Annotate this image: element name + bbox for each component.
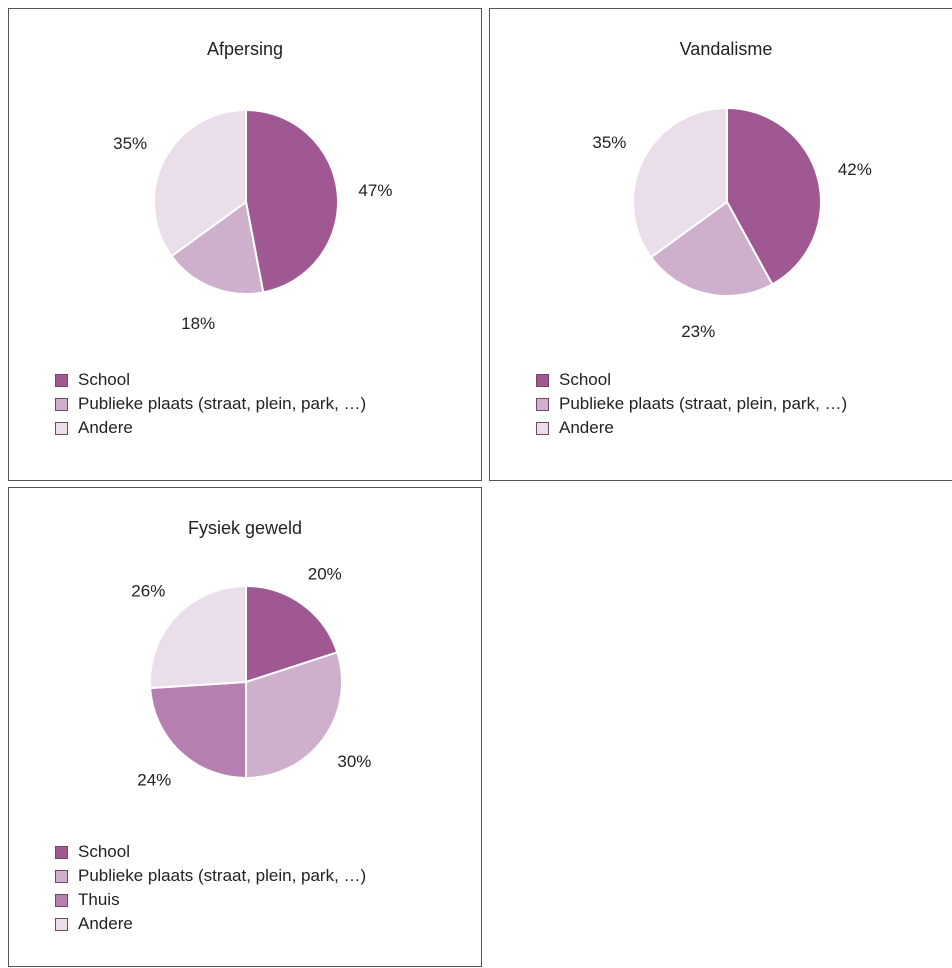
legend-item-school: School bbox=[55, 368, 366, 392]
legend-item-andere: Andere bbox=[536, 416, 847, 440]
data-label-publieke-plaats-straat-plein-park: 23% bbox=[681, 322, 715, 341]
legend-label: School bbox=[559, 370, 611, 389]
chart-panel-afpersing: Afpersing 47% 18% 35% School Publieke plaa… bbox=[8, 8, 482, 481]
legend-swatch bbox=[55, 869, 68, 883]
pie-chart-afpersing: 47% 18% 35% bbox=[113, 108, 392, 333]
legend-swatch bbox=[536, 421, 549, 435]
data-label-andere: 35% bbox=[113, 134, 147, 153]
data-label-school: 47% bbox=[358, 181, 392, 200]
chart-title: Fysiek geweld bbox=[187, 518, 303, 538]
legend-label: Publieke plaats (straat, plein, park, …) bbox=[78, 394, 367, 413]
legend-swatch bbox=[55, 893, 68, 907]
pie-slice-publieke-plaats-straat-plein-park bbox=[170, 200, 265, 295]
data-label-school: 20% bbox=[308, 565, 342, 584]
legend-item-andere: Andere bbox=[55, 416, 366, 440]
pie-slice-school bbox=[245, 584, 339, 684]
data-label-andere: 35% bbox=[592, 133, 626, 152]
legend-item-publieke-plaats: Publieke plaats (straat, plein, park, …) bbox=[55, 392, 366, 416]
pie-chart-vandalisme: 42% 23% 35% bbox=[592, 106, 872, 341]
data-label-publieke-plaats-straat-plein-park: 30% bbox=[337, 752, 371, 771]
pie-slice-school bbox=[726, 106, 822, 286]
chart-panel-vandalisme: Vandalisme 42% 23% 35% School Publieke pla… bbox=[489, 8, 952, 481]
legend-item-school: School bbox=[55, 840, 366, 864]
chart-panel-fysiek-geweld: Fysiek geweld 20% 30% 24% 26% School Publie… bbox=[8, 487, 482, 967]
chart-title: Afpersing bbox=[206, 39, 284, 59]
pie-slice-publieke-plaats-straat-plein-park bbox=[245, 651, 343, 780]
data-label-publieke-plaats-straat-plein-park: 18% bbox=[181, 314, 215, 333]
pie-slice-andere bbox=[632, 106, 728, 259]
legend-item-publieke-plaats: Publieke plaats (straat, plein, park, …) bbox=[536, 392, 847, 416]
legend-swatch bbox=[536, 373, 549, 387]
legend-label: Publieke plaats (straat, plein, park, …) bbox=[559, 394, 848, 413]
chart-title: Vandalisme bbox=[679, 39, 773, 59]
pie-slice-publieke-plaats-straat-plein-park bbox=[649, 200, 774, 297]
legend: School Publieke plaats (straat, plein, p… bbox=[55, 840, 366, 936]
legend-item-andere: Andere bbox=[55, 912, 366, 936]
pie-slice-school bbox=[245, 108, 339, 294]
legend-label: Andere bbox=[78, 418, 133, 437]
pie-chart-fysiek-geweld: 20% 30% 24% 26% bbox=[131, 565, 371, 790]
data-label-thuis: 24% bbox=[137, 771, 171, 790]
legend-label: School bbox=[78, 370, 130, 389]
legend-swatch bbox=[55, 373, 68, 387]
data-label-school: 42% bbox=[838, 160, 872, 179]
legend-item-school: School bbox=[536, 368, 847, 392]
legend-swatch bbox=[55, 845, 68, 859]
legend-label: Thuis bbox=[78, 890, 120, 909]
legend: School Publieke plaats (straat, plein, p… bbox=[536, 368, 847, 440]
legend-swatch bbox=[55, 397, 68, 411]
pie-slice-thuis bbox=[149, 680, 247, 780]
pie-slice-andere bbox=[153, 108, 247, 258]
legend-label: Andere bbox=[559, 418, 614, 437]
legend-label: Andere bbox=[78, 914, 133, 933]
legend-label: School bbox=[78, 842, 130, 861]
legend-item-thuis: Thuis bbox=[55, 888, 366, 912]
legend-item-publieke-plaats: Publieke plaats (straat, plein, park, …) bbox=[55, 864, 366, 888]
legend-swatch bbox=[55, 917, 68, 931]
pie-slice-andere bbox=[149, 584, 247, 690]
legend: School Publieke plaats (straat, plein, p… bbox=[55, 368, 366, 440]
data-label-andere: 26% bbox=[131, 581, 165, 600]
legend-swatch bbox=[55, 421, 68, 435]
legend-label: Publieke plaats (straat, plein, park, …) bbox=[78, 866, 367, 885]
legend-swatch bbox=[536, 397, 549, 411]
